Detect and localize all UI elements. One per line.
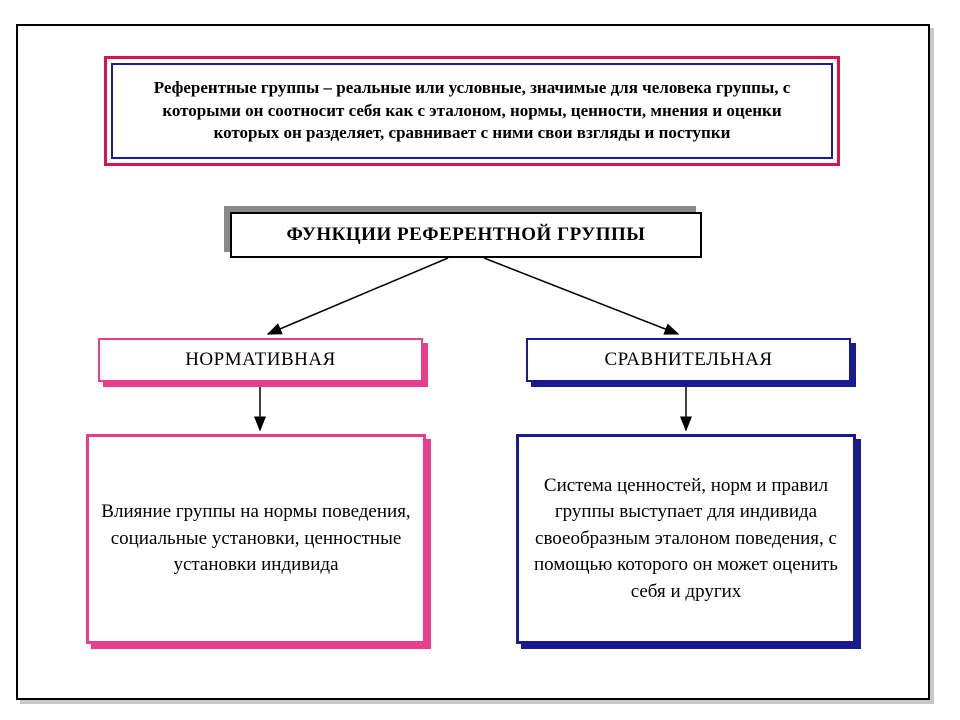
functions-header: ФУНКЦИИ РЕФЕРЕНТНОЙ ГРУППЫ xyxy=(230,212,702,258)
arrow-to-comparative xyxy=(484,258,678,334)
definition-text: Референтные группы – реальные или условн… xyxy=(111,63,833,159)
comparative-description: Система ценностей, норм и правил группы … xyxy=(516,434,856,644)
page: Референтные группы – реальные или условн… xyxy=(0,0,960,720)
arrow-to-normative xyxy=(268,258,448,334)
comparative-node: СРАВНИТЕЛЬНАЯ xyxy=(526,338,851,382)
outer-frame: Референтные группы – реальные или условн… xyxy=(16,24,930,700)
definition-box: Референтные группы – реальные или условн… xyxy=(104,56,840,166)
normative-node: НОРМАТИВНАЯ xyxy=(98,338,423,382)
normative-description: Влияние группы на нормы поведения, социа… xyxy=(86,434,426,644)
